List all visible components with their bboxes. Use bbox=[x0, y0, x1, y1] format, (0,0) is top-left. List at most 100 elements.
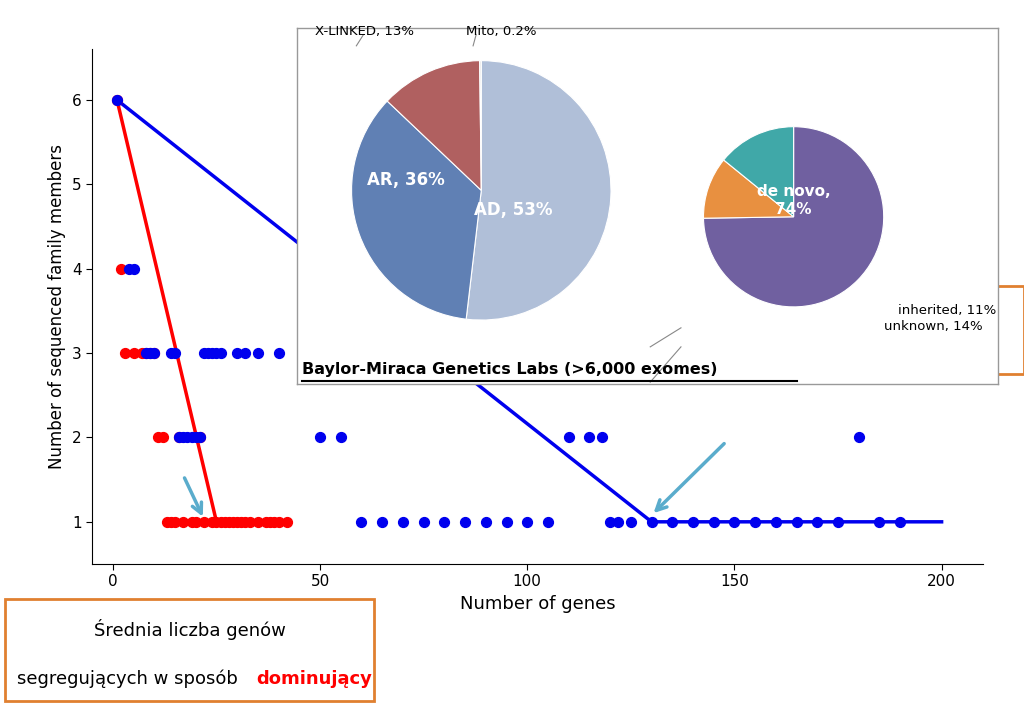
Point bbox=[270, 516, 287, 527]
Wedge shape bbox=[724, 127, 794, 217]
Point bbox=[242, 516, 258, 527]
Wedge shape bbox=[387, 61, 481, 190]
Point bbox=[229, 516, 246, 527]
Point bbox=[187, 516, 204, 527]
Point bbox=[258, 516, 274, 527]
Point bbox=[477, 516, 494, 527]
Point bbox=[788, 516, 805, 527]
Point bbox=[208, 516, 224, 527]
Point bbox=[436, 516, 453, 527]
Text: Mito, 0.2%: Mito, 0.2% bbox=[466, 25, 537, 37]
Text: Średnia liczba genów: Średnia liczba genów bbox=[93, 620, 286, 640]
Text: de novo,
74%: de novo, 74% bbox=[757, 185, 830, 216]
Point bbox=[871, 516, 888, 527]
Wedge shape bbox=[703, 160, 794, 219]
Point bbox=[212, 516, 228, 527]
Point bbox=[121, 263, 137, 274]
Text: AR, 36%: AR, 36% bbox=[368, 171, 444, 189]
Point bbox=[594, 431, 610, 443]
Point bbox=[167, 348, 183, 359]
Point bbox=[187, 431, 204, 443]
Point bbox=[142, 348, 159, 359]
Point bbox=[416, 516, 432, 527]
Point bbox=[602, 516, 618, 527]
Point bbox=[163, 348, 179, 359]
Point bbox=[270, 348, 287, 359]
Wedge shape bbox=[703, 127, 884, 307]
Point bbox=[183, 431, 200, 443]
Point bbox=[829, 516, 846, 527]
Point bbox=[151, 431, 167, 443]
Point bbox=[167, 516, 183, 527]
Text: dominujący: dominujący bbox=[256, 670, 372, 688]
Point bbox=[171, 431, 187, 443]
Point bbox=[175, 431, 191, 443]
Text: inherited, 11%: inherited, 11% bbox=[898, 304, 996, 317]
Point bbox=[312, 431, 329, 443]
Text: unknown, 14%: unknown, 14% bbox=[884, 320, 982, 333]
Point bbox=[117, 348, 133, 359]
Text: segregujących w sposób: segregujących w sposób bbox=[17, 670, 244, 688]
Point bbox=[892, 516, 908, 527]
Point bbox=[394, 516, 411, 527]
Point bbox=[204, 348, 220, 359]
Text: segregujących w sposób: segregujących w sposób bbox=[726, 337, 935, 355]
Point bbox=[125, 348, 141, 359]
Text: X-LINKED, 13%: X-LINKED, 13% bbox=[315, 25, 415, 37]
Point bbox=[183, 516, 200, 527]
Point bbox=[196, 348, 212, 359]
Point bbox=[196, 516, 212, 527]
Point bbox=[457, 516, 473, 527]
Point bbox=[233, 516, 250, 527]
Point bbox=[134, 348, 151, 359]
Point bbox=[212, 348, 228, 359]
Point bbox=[109, 94, 125, 106]
Point bbox=[560, 431, 577, 443]
Point bbox=[540, 516, 556, 527]
Point bbox=[582, 431, 598, 443]
Point bbox=[499, 516, 515, 527]
Point bbox=[208, 348, 224, 359]
Point bbox=[266, 516, 283, 527]
Point bbox=[726, 516, 742, 527]
Point bbox=[113, 263, 129, 274]
Point bbox=[191, 431, 208, 443]
Point bbox=[204, 516, 220, 527]
Text: AD, 53%: AD, 53% bbox=[474, 201, 553, 219]
Point bbox=[706, 516, 722, 527]
Point bbox=[109, 94, 125, 106]
Point bbox=[146, 348, 163, 359]
Point bbox=[225, 516, 242, 527]
Point bbox=[643, 516, 659, 527]
Point bbox=[138, 348, 155, 359]
Point bbox=[171, 431, 187, 443]
Point bbox=[519, 516, 536, 527]
Point bbox=[333, 431, 349, 443]
Point bbox=[238, 516, 254, 527]
Point bbox=[221, 516, 238, 527]
Text: Średnia liczba genów: Średnia liczba genów bbox=[696, 296, 872, 317]
Y-axis label: Number of sequenced family members: Number of sequenced family members bbox=[48, 145, 67, 469]
Wedge shape bbox=[351, 101, 481, 319]
Point bbox=[665, 516, 681, 527]
Point bbox=[623, 516, 639, 527]
Wedge shape bbox=[466, 61, 611, 320]
Point bbox=[250, 348, 266, 359]
Point bbox=[610, 516, 627, 527]
X-axis label: Number of genes: Number of genes bbox=[460, 595, 615, 613]
Text: recesywny: recesywny bbox=[880, 337, 979, 355]
Point bbox=[163, 516, 179, 527]
Point bbox=[685, 516, 701, 527]
FancyBboxPatch shape bbox=[548, 286, 1024, 374]
Point bbox=[262, 516, 279, 527]
Point bbox=[250, 516, 266, 527]
Point bbox=[200, 348, 216, 359]
Point bbox=[125, 263, 141, 274]
Point bbox=[179, 431, 196, 443]
Point bbox=[746, 516, 763, 527]
Point bbox=[851, 431, 867, 443]
Point bbox=[175, 516, 191, 527]
Point bbox=[809, 516, 825, 527]
Point bbox=[146, 348, 163, 359]
Point bbox=[374, 516, 390, 527]
